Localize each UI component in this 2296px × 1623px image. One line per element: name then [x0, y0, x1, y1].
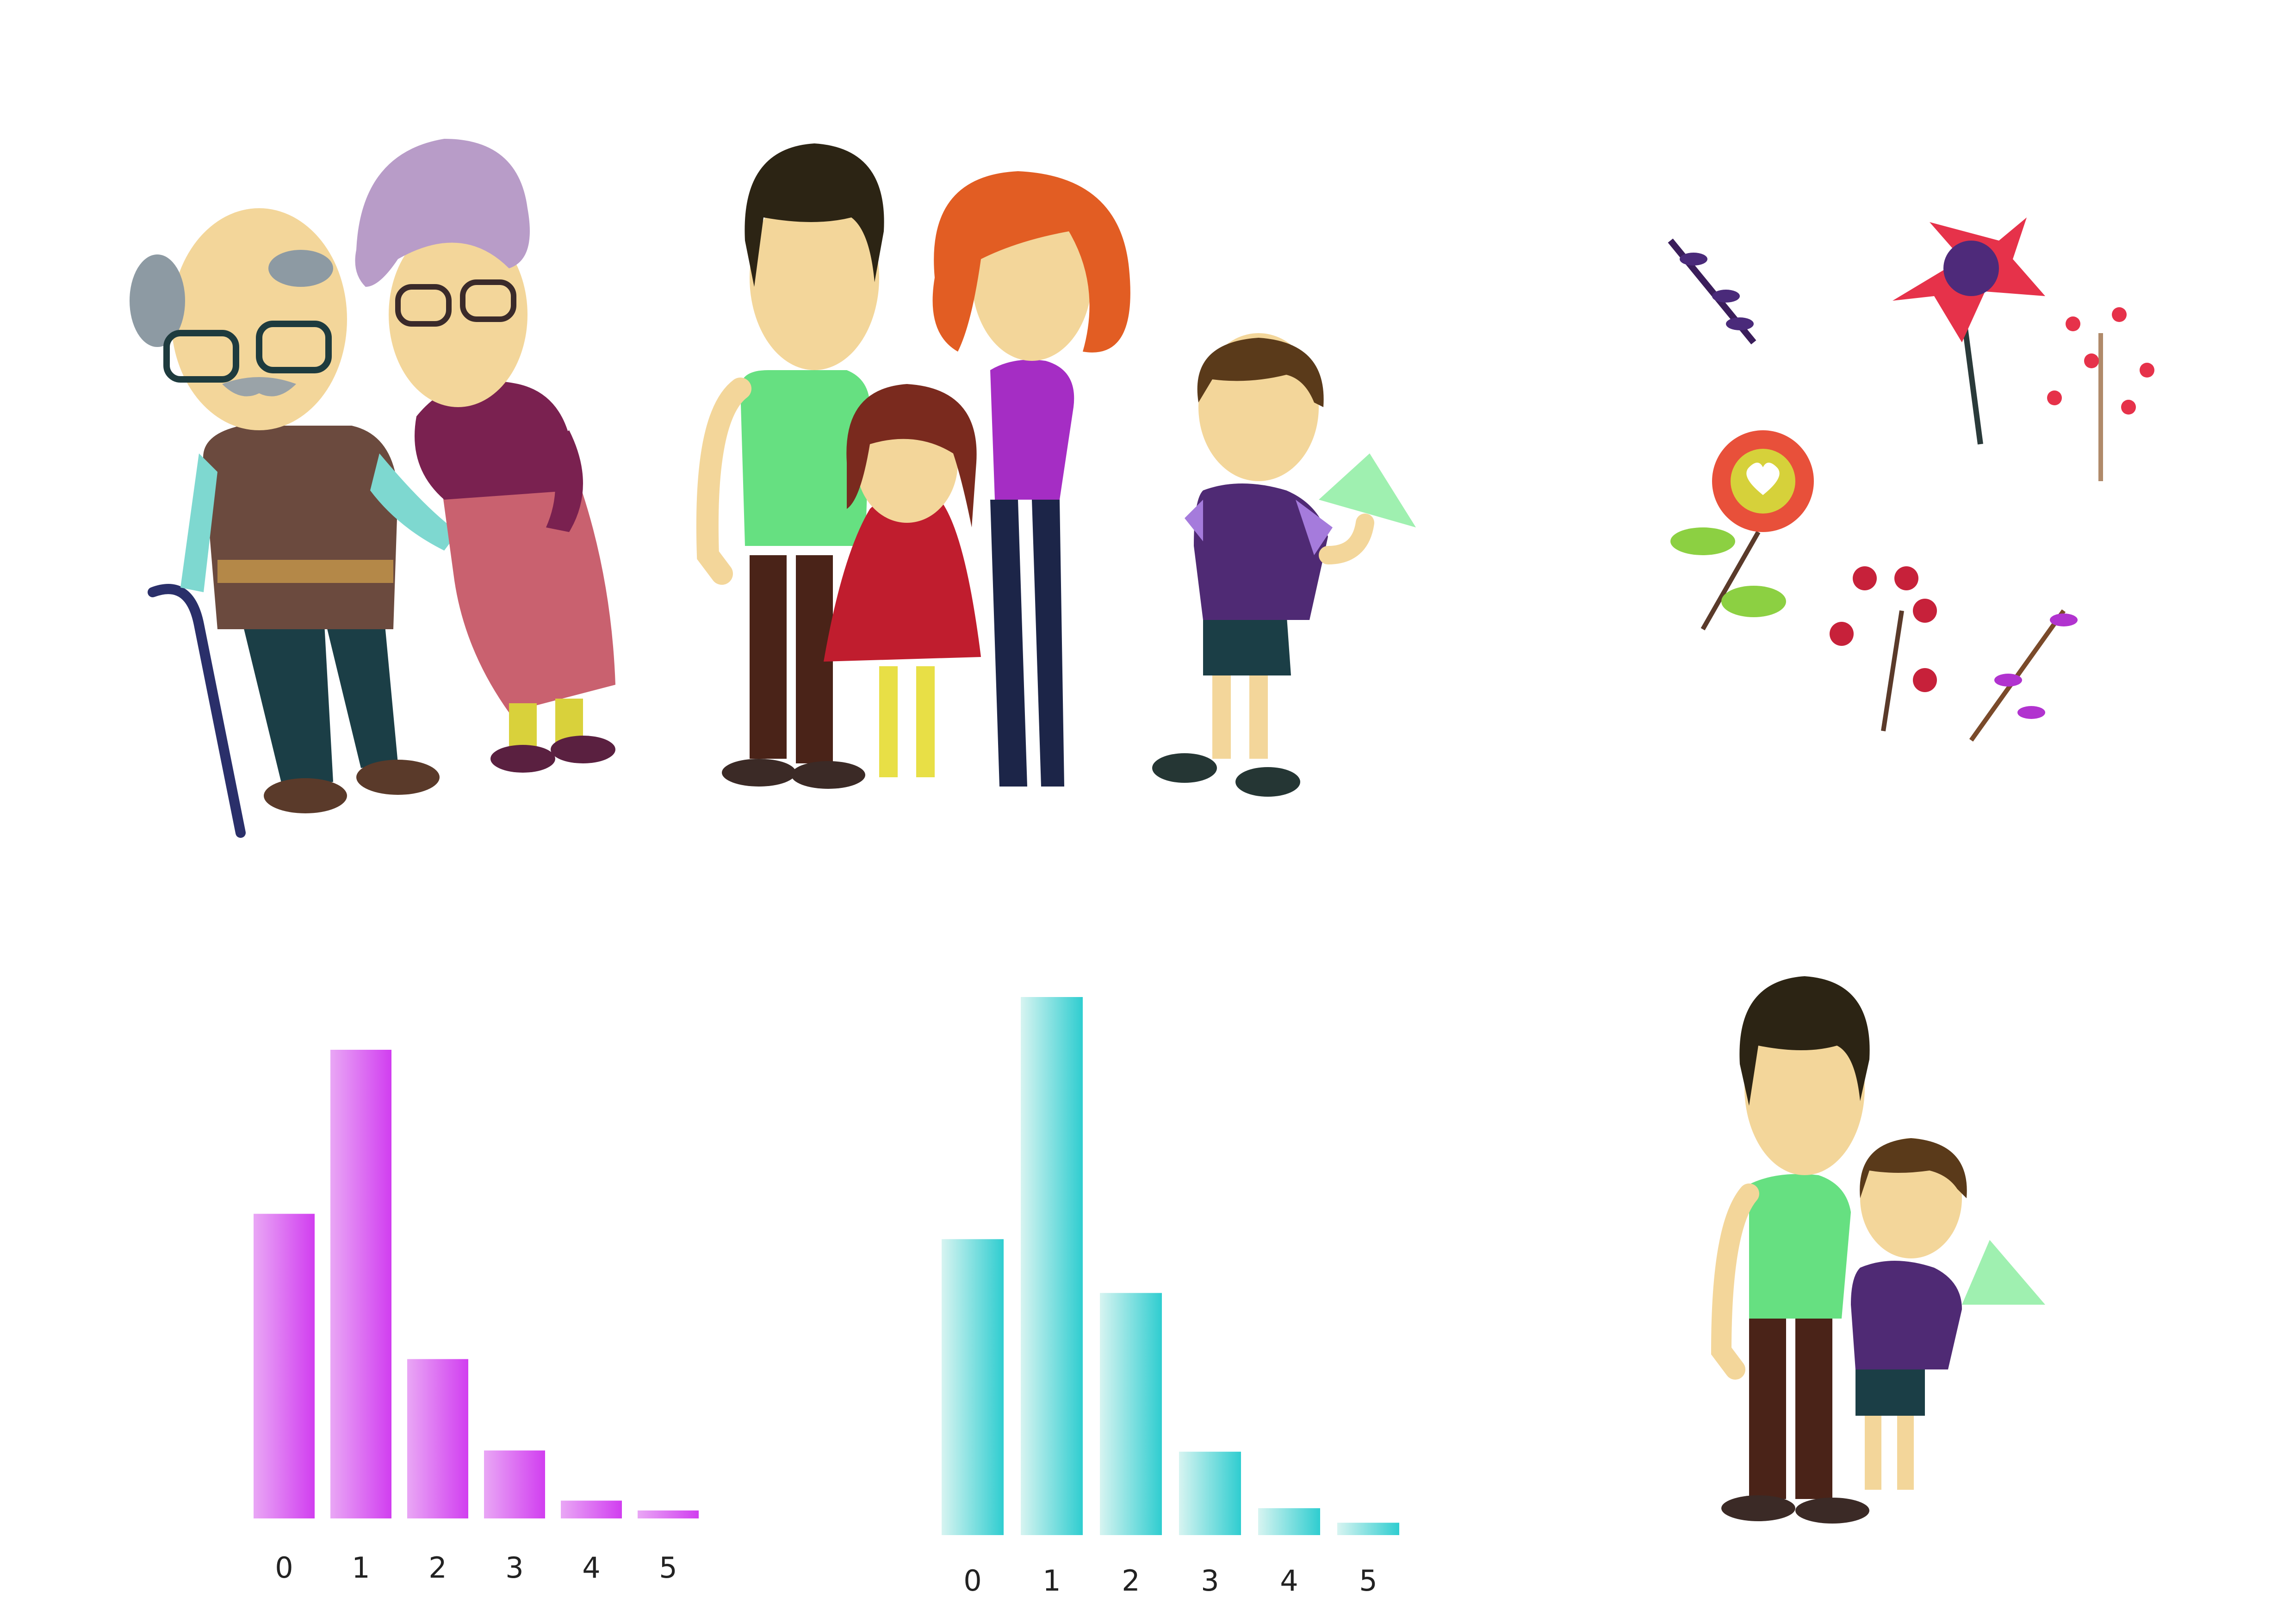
- bar-0: [942, 1239, 1004, 1535]
- bar-5: [638, 1510, 699, 1518]
- bar-3: [484, 1450, 545, 1518]
- x-tick-label: 0: [275, 1551, 293, 1585]
- x-tick-label: 1: [352, 1551, 370, 1585]
- bar-3: [1179, 1451, 1241, 1535]
- x-tick-label: 1: [1043, 1564, 1061, 1598]
- bar-2: [1100, 1293, 1162, 1535]
- bar-2: [407, 1359, 468, 1518]
- bar-0: [254, 1214, 315, 1518]
- x-tick-label: 3: [1201, 1564, 1219, 1598]
- grandparents-illustration: [130, 139, 615, 838]
- bar-chart-purple: 0 1 2 3 4 5: [254, 1050, 699, 1585]
- boy-with-paper-plane-illustration: [1152, 333, 1416, 797]
- flowers-illustration: [1668, 217, 2154, 742]
- x-tick-label: 4: [1280, 1564, 1298, 1598]
- x-tick-label: 0: [963, 1564, 981, 1598]
- family-illustration: [696, 143, 1130, 789]
- bar-5: [1337, 1523, 1399, 1535]
- bar-1: [1021, 997, 1083, 1535]
- x-tick-label: 2: [428, 1551, 447, 1585]
- x-tick-label: 5: [1359, 1564, 1377, 1598]
- bar-1: [330, 1050, 391, 1518]
- bar-chart-teal: 0 1 2 3 4 5: [942, 997, 1399, 1598]
- bar-4: [1258, 1508, 1320, 1535]
- x-tick-label: 3: [505, 1551, 523, 1585]
- father-and-son-illustration: [1711, 976, 2045, 1524]
- x-tick-label: 5: [659, 1551, 677, 1585]
- bar-4: [561, 1500, 622, 1518]
- x-tick-label: 4: [582, 1551, 600, 1585]
- x-tick-label: 2: [1122, 1564, 1140, 1598]
